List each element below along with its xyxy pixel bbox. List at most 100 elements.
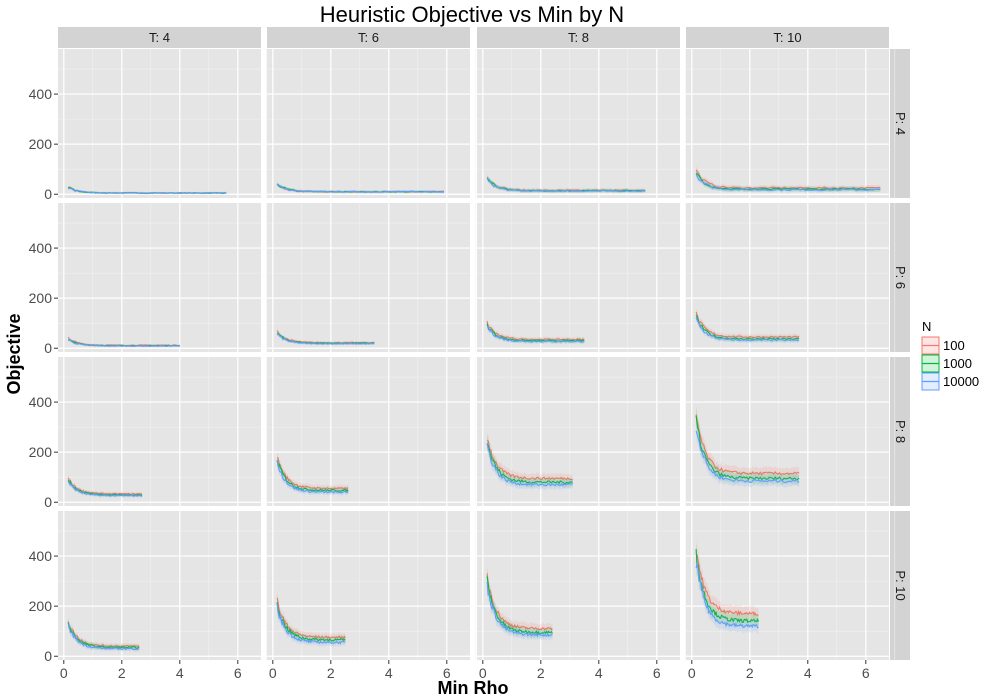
series-10000-line bbox=[695, 563, 759, 629]
x-axis-label: Min Rho bbox=[438, 678, 509, 698]
series-1000-ribbon bbox=[696, 311, 800, 343]
x-tick-label: 2 bbox=[118, 665, 126, 681]
series-1000-line bbox=[276, 602, 346, 642]
y-tick-label: 200 bbox=[29, 136, 53, 152]
y-axis-label: Objective bbox=[4, 313, 24, 394]
x-tick-label: 6 bbox=[653, 665, 661, 681]
row-strip-label: P: 8 bbox=[893, 420, 908, 443]
row-strip-label: P: 6 bbox=[893, 266, 908, 289]
y-tick-label: 200 bbox=[29, 444, 53, 460]
series-1000-ribbon bbox=[277, 331, 375, 346]
series-100-line bbox=[277, 457, 349, 490]
series-10000-line bbox=[67, 481, 143, 497]
panel-background bbox=[58, 511, 261, 660]
x-tick-label: 2 bbox=[746, 665, 754, 681]
col-strip-label: T: 10 bbox=[773, 30, 801, 45]
series-10000-line bbox=[486, 443, 573, 487]
series-10000-line bbox=[695, 430, 800, 483]
panel-background bbox=[58, 203, 261, 352]
series-10000-ribbon bbox=[68, 478, 143, 498]
series-1000-ribbon bbox=[487, 175, 646, 194]
series-10000-ribbon bbox=[277, 182, 444, 194]
series-10000-line bbox=[276, 183, 444, 193]
panel-background bbox=[58, 49, 261, 198]
series-10000-ribbon bbox=[696, 170, 881, 193]
series-100-ribbon bbox=[487, 318, 585, 343]
series-1000-ribbon bbox=[696, 538, 759, 629]
series-1000-ribbon bbox=[696, 170, 881, 193]
series-100-ribbon bbox=[68, 474, 143, 497]
y-tick-label: 400 bbox=[29, 86, 53, 102]
panel-background bbox=[686, 511, 889, 660]
series-10000-ribbon bbox=[68, 338, 180, 348]
series-10000-line bbox=[695, 317, 800, 342]
series-100-line bbox=[67, 621, 140, 648]
series-10000-line bbox=[68, 187, 227, 194]
series-100-ribbon bbox=[277, 328, 375, 345]
col-strip bbox=[686, 27, 889, 48]
row-strip-label: P: 10 bbox=[893, 570, 908, 600]
series-100-line bbox=[276, 597, 346, 640]
x-tick-label: 6 bbox=[443, 665, 451, 681]
x-tick-label: 6 bbox=[862, 665, 870, 681]
y-tick-label: 400 bbox=[29, 394, 53, 410]
series-10000-ribbon bbox=[487, 323, 585, 345]
series-1000-line bbox=[486, 443, 573, 485]
x-tick-label: 4 bbox=[595, 665, 603, 681]
series-1000-line bbox=[276, 460, 349, 493]
series-100-line bbox=[67, 477, 143, 496]
series-100-ribbon bbox=[277, 591, 346, 643]
legend-label-10000: 10000 bbox=[943, 374, 979, 389]
x-tick-label: 2 bbox=[327, 665, 335, 681]
panel-background bbox=[477, 511, 680, 660]
series-100-ribbon bbox=[68, 185, 227, 195]
series-10000-line bbox=[276, 603, 346, 645]
series-100-ribbon bbox=[487, 433, 573, 485]
series-1000-line bbox=[695, 549, 760, 624]
x-tick-label: 6 bbox=[234, 665, 242, 681]
panel-background bbox=[267, 49, 470, 198]
y-tick-label: 400 bbox=[29, 548, 53, 564]
panel-background bbox=[58, 357, 261, 506]
series-1000-ribbon bbox=[277, 596, 346, 645]
x-tick-label: 4 bbox=[385, 665, 393, 681]
legend-label-1000: 1000 bbox=[943, 356, 972, 371]
series-10000-ribbon bbox=[277, 598, 346, 648]
series-10000-line bbox=[486, 177, 646, 193]
legend: 100 1000 10000 bbox=[921, 336, 979, 391]
x-tick-label: 0 bbox=[60, 665, 68, 681]
y-tick-label: 0 bbox=[44, 648, 52, 664]
x-tick-label: 0 bbox=[479, 665, 487, 681]
series-100-ribbon bbox=[696, 405, 800, 481]
series-1000-line bbox=[486, 576, 553, 635]
series-10000-ribbon bbox=[696, 313, 800, 344]
panel-background bbox=[477, 357, 680, 506]
y-tick-label: 0 bbox=[44, 340, 52, 356]
row-strip-label: P: 4 bbox=[893, 112, 908, 135]
series-10000-line bbox=[67, 623, 140, 651]
y-tick-label: 400 bbox=[29, 240, 53, 256]
series-100-line bbox=[695, 311, 800, 339]
y-tick-label: 200 bbox=[29, 598, 53, 614]
series-1000-line bbox=[695, 315, 800, 341]
series-1000-ribbon bbox=[277, 182, 444, 194]
series-100-line bbox=[486, 321, 585, 341]
y-tick-label: 0 bbox=[44, 494, 52, 510]
series-10000-ribbon bbox=[277, 455, 349, 496]
series-100-line bbox=[486, 440, 573, 481]
legend-label-100: 100 bbox=[943, 338, 965, 353]
series-10000-ribbon bbox=[487, 436, 573, 490]
panel-background bbox=[686, 203, 889, 352]
series-10000-line bbox=[486, 325, 585, 343]
series-10000-ribbon bbox=[68, 619, 140, 652]
series-100-ribbon bbox=[277, 182, 444, 194]
col-strip bbox=[267, 27, 470, 48]
col-strip-label: T: 8 bbox=[568, 30, 589, 45]
col-strip-label: T: 6 bbox=[358, 30, 379, 45]
panel-background bbox=[477, 49, 680, 198]
series-100-line bbox=[695, 554, 759, 617]
panel-background bbox=[267, 357, 470, 506]
series-10000-line bbox=[276, 460, 349, 494]
